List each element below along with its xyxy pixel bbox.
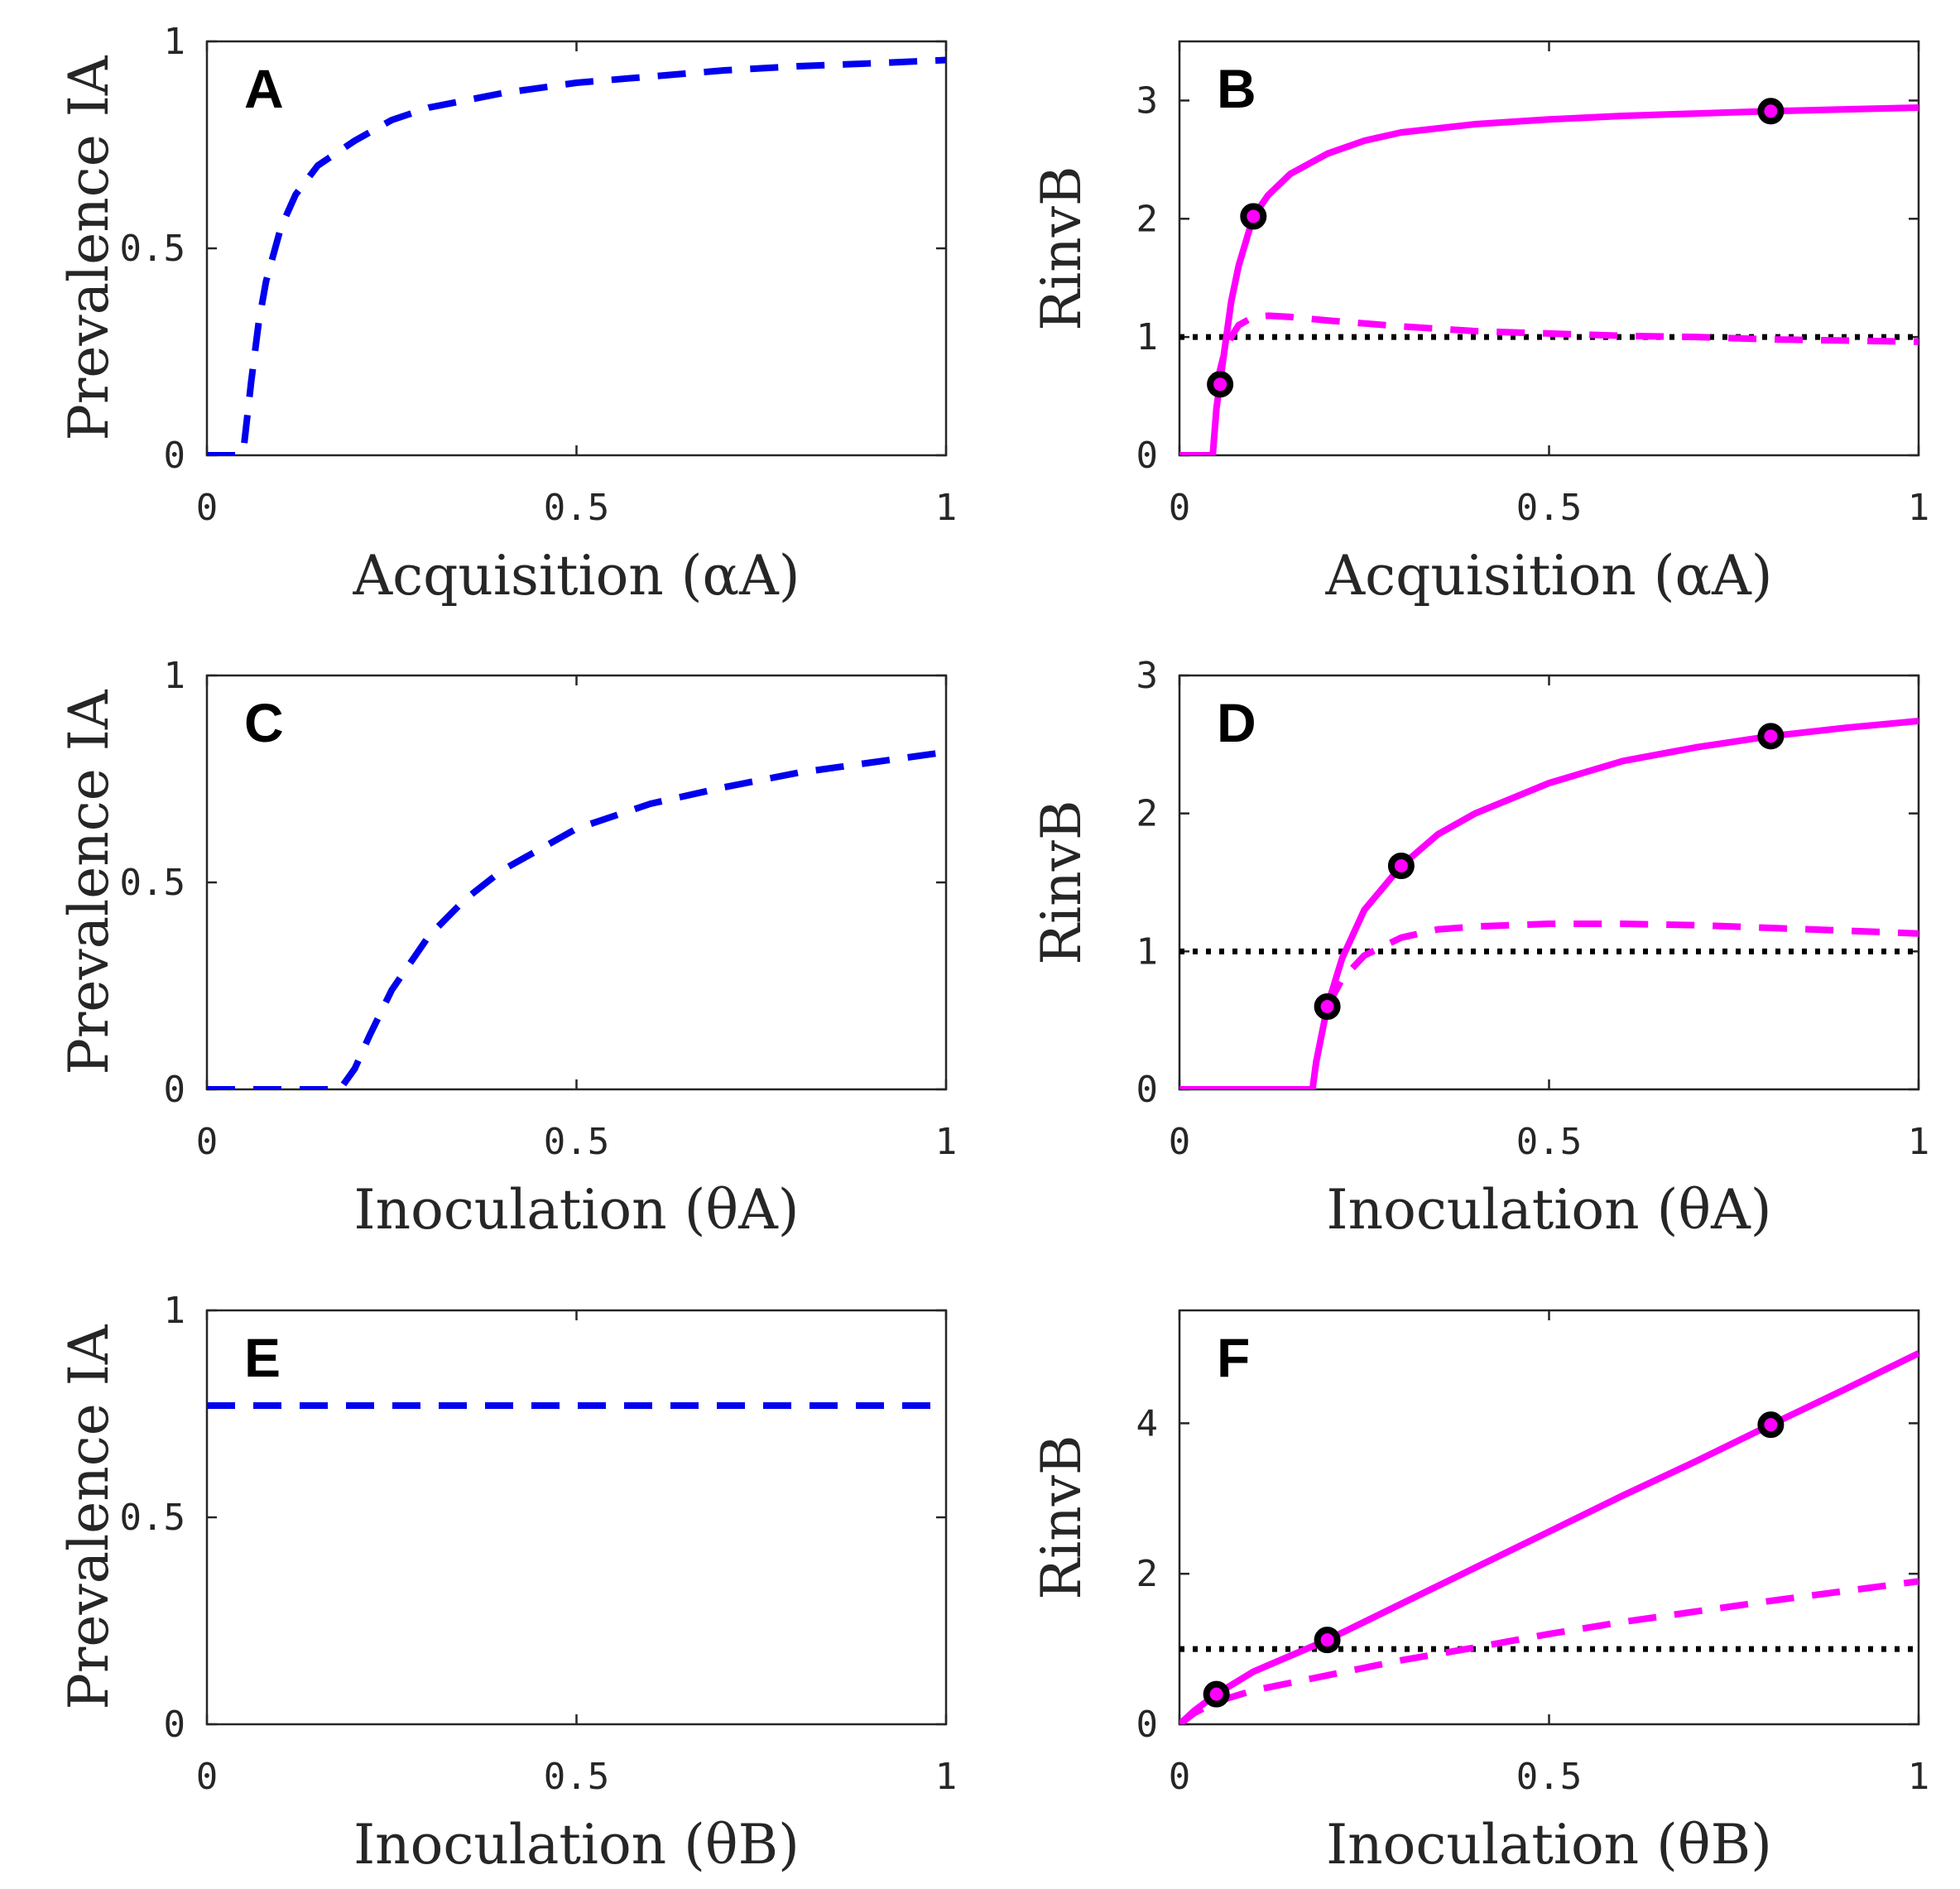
panel-c: 0 0.5 1 0 0.5 1 Inoculation (θA) Prevalence IA C (57, 655, 957, 1242)
data-layer (1179, 104, 1919, 455)
y-tick-label: 2 (1136, 793, 1159, 835)
x-axis-label: Inoculation (θB) (1326, 1813, 1772, 1877)
panel-letter: D (1217, 692, 1256, 753)
x-tick-label: 0.5 (1516, 1756, 1582, 1798)
x-axis-label: Acquisition (αA) (352, 544, 800, 608)
series-line-dashed (207, 748, 946, 1089)
x-tick-label: 0.5 (544, 1121, 609, 1163)
series-line-dashed (1324, 920, 1919, 1008)
y-tick-label: 0 (164, 435, 186, 477)
x-tick-label: 1 (935, 487, 958, 529)
series-line-solid (1179, 718, 1919, 1089)
y-tick-label: 1 (164, 1290, 186, 1332)
axes-frame (1178, 40, 1920, 457)
y-tick-label: 0.5 (120, 1497, 185, 1539)
y-tick-label: 4 (1136, 1402, 1159, 1444)
series-line-dashed (1179, 1578, 1919, 1724)
series-line-dashed (207, 56, 946, 455)
series-line-solid (1179, 104, 1919, 455)
y-axis-label: Prevalence IA (57, 689, 121, 1074)
y-axis-label: Prevalence IA (57, 55, 121, 440)
y-tick-label: 0.5 (120, 862, 185, 904)
series-line-dashed (1213, 312, 1919, 386)
axes-frame (205, 1309, 948, 1726)
y-axis-label: RinvB (1030, 1435, 1093, 1599)
axes-frame (205, 40, 948, 457)
highlight-marker (1757, 98, 1785, 125)
x-tick-label: 0.5 (544, 487, 609, 529)
y-axis-label: RinvB (1030, 166, 1093, 330)
y-axis-label: RinvB (1030, 800, 1093, 964)
panel-letter: E (244, 1327, 281, 1388)
x-tick-label: 1 (1908, 1121, 1930, 1163)
data-layer (1179, 1350, 1919, 1724)
x-axis-label: Inoculation (θB) (353, 1813, 800, 1877)
data-layer (1179, 718, 1919, 1089)
x-tick-label: 0 (196, 487, 219, 529)
panel-letter: B (1217, 58, 1256, 119)
y-tick-label: 3 (1136, 79, 1159, 122)
data-layer (207, 748, 946, 1089)
x-tick-label: 0.5 (544, 1756, 609, 1798)
x-tick-label: 0 (196, 1121, 219, 1163)
y-tick-label: 2 (1136, 1553, 1159, 1595)
panel-letter: C (244, 692, 284, 753)
highlight-marker (1314, 1627, 1341, 1654)
y-tick-label: 0 (164, 1069, 186, 1111)
panel-d: 0 0.5 1 0 1 2 3 Inoculation (θA) RinvB D (1030, 655, 1929, 1242)
panel-f: 0 0.5 1 0 2 4 Inoculation (θB) RinvB F (1030, 1309, 1930, 1877)
y-tick-label: 1 (164, 21, 186, 63)
y-tick-label: 0.5 (120, 228, 185, 270)
highlight-marker (1757, 1411, 1785, 1439)
x-tick-label: 1 (935, 1756, 958, 1798)
x-tick-label: 1 (1908, 1756, 1930, 1798)
x-tick-label: 0 (1169, 1756, 1191, 1798)
x-tick-label: 0 (1169, 1121, 1191, 1163)
x-axis-label: Inoculation (θA) (1327, 1178, 1772, 1242)
x-tick-label: 0 (196, 1756, 219, 1798)
panel-letter: F (1217, 1327, 1250, 1388)
y-tick-label: 3 (1136, 655, 1159, 697)
panel-a: 0 0.5 1 0 0.5 1 Acquisition (αA) Prevalence IA A (57, 21, 957, 608)
series-line-solid (1179, 1350, 1919, 1724)
highlight-marker (1207, 371, 1234, 398)
highlight-marker (1757, 723, 1785, 750)
y-tick-label: 1 (1136, 316, 1159, 358)
highlight-marker (1387, 853, 1415, 879)
panel-letter: A (244, 58, 284, 119)
y-tick-label: 2 (1136, 198, 1159, 240)
y-axis-label: Prevalence IA (57, 1324, 121, 1709)
x-tick-label: 1 (935, 1121, 958, 1163)
y-tick-label: 1 (164, 655, 186, 697)
panel-b: 0 0.5 1 0 1 2 3 Acquisition (αA) RinvB B (1030, 40, 1930, 608)
x-tick-label: 1 (1908, 487, 1930, 529)
x-tick-label: 0.5 (1516, 1121, 1582, 1163)
axes-frame (1178, 1309, 1920, 1726)
highlight-marker (1314, 993, 1341, 1020)
x-axis-label: Acquisition (αA) (1324, 544, 1772, 608)
highlight-marker (1240, 203, 1267, 230)
y-tick-label: 0 (1136, 435, 1159, 477)
data-layer (207, 56, 946, 455)
x-tick-label: 0.5 (1516, 487, 1582, 529)
x-axis-label: Inoculation (θA) (354, 1178, 800, 1242)
highlight-marker (1203, 1680, 1230, 1708)
y-tick-label: 0 (164, 1704, 186, 1746)
x-tick-label: 0 (1169, 487, 1191, 529)
y-tick-label: 0 (1136, 1704, 1159, 1746)
axes-frame (1178, 674, 1920, 1091)
panel-e: 0 0.5 1 0 0.5 1 Inoculation (θB) Prevalence IA E (57, 1290, 957, 1877)
axes-frame (205, 674, 948, 1091)
y-tick-label: 1 (1136, 930, 1159, 973)
y-tick-label: 0 (1136, 1069, 1159, 1111)
